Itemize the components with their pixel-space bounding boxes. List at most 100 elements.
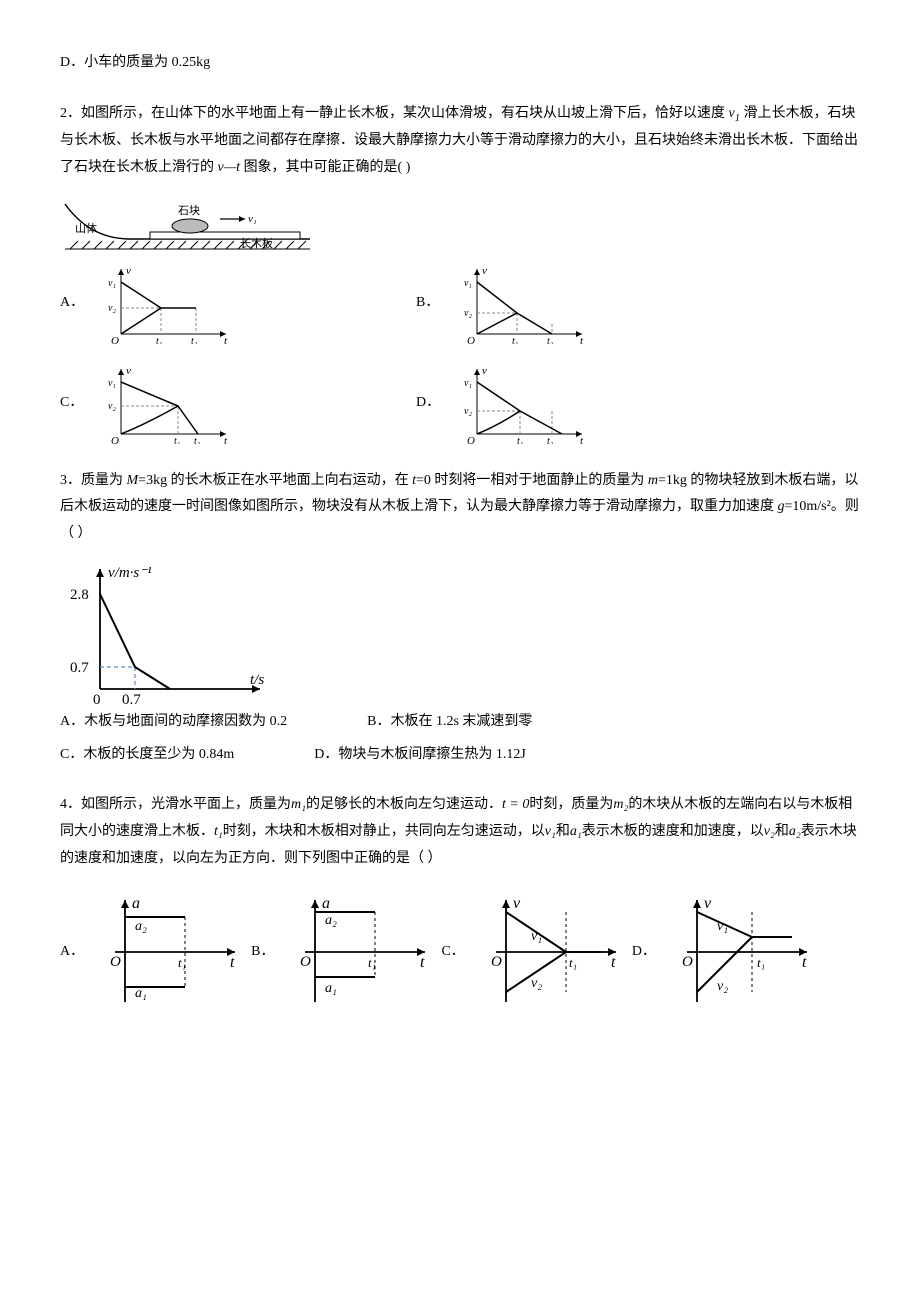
- q3-optB: B．木板在 1.2s 末减速到零: [367, 709, 532, 736]
- svg-text:v: v: [513, 895, 521, 912]
- q3-optC: C．木板的长度至少为 0.84m: [60, 742, 234, 769]
- svg-text:v₁: v₁: [108, 378, 116, 389]
- q2-graphB: v t O v₁ v₂ t₁ t₂: [462, 264, 592, 344]
- q4-graphC: v t O v₁ v₂ t₁: [471, 892, 626, 1012]
- q4-num: 4．: [60, 797, 81, 812]
- q4-graphB: a t O a₂ a₁ t₁: [280, 892, 435, 1012]
- q4-options-row: A． a t O a₂ a₁ t₁ B． a t O a₂ a₁ t₁: [60, 892, 860, 1012]
- q2-scene-board: 长木板: [240, 236, 273, 250]
- q3-y2: 0.7: [70, 660, 89, 676]
- q3-graph: v/m·s⁻¹ t/s 2.8 0.7 0 0.7: [60, 559, 280, 709]
- svg-text:a: a: [132, 895, 140, 912]
- q4-v2: v₂: [764, 824, 775, 839]
- q4-optB: B．: [251, 939, 274, 966]
- svg-text:O: O: [111, 335, 119, 344]
- q1-optD: D．小车的质量为 0.25kg: [60, 55, 210, 70]
- q4-text: 4．如图所示，光滑水平面上，质量为m₁的足够长的木板向左匀速运动．t = 0时刻…: [60, 792, 860, 872]
- q2-graphD: v t O v₁ v₂ t₁ t₂: [462, 364, 592, 444]
- svg-text:a₂: a₂: [135, 919, 147, 934]
- q4-graphD: v t O v₁ v₂ t₁: [662, 892, 817, 1012]
- q3-M: M: [127, 473, 139, 488]
- svg-text:t: t: [224, 435, 228, 444]
- q3-m: m: [648, 473, 658, 488]
- q3-x0: 0: [93, 692, 101, 708]
- q3-optA: A．木板与地面间的动摩擦因数为 0.2: [60, 709, 287, 736]
- q2-optC: C．: [60, 390, 86, 417]
- svg-text:v₂: v₂: [717, 979, 728, 994]
- q4-t0: t = 0: [502, 797, 529, 812]
- svg-text:v₁: v₁: [464, 278, 472, 289]
- q3-optD: D．物块与木板间摩擦生热为 1.12J: [314, 742, 526, 769]
- svg-text:t: t: [580, 335, 584, 344]
- q4-a1: a₁: [570, 824, 582, 839]
- q4-optA: A．: [60, 939, 84, 966]
- q3-t2: =3kg 的长木板正在水平地面上向右运动，在: [138, 473, 412, 488]
- svg-text:t₁: t₁: [569, 955, 577, 970]
- svg-text:v: v: [126, 265, 131, 277]
- q4-t2b: 时刻，木块和木板相对静止，共同向左匀速运动，以: [223, 824, 545, 839]
- q2-scene-v1: v₁: [248, 213, 257, 225]
- svg-text:O: O: [467, 335, 475, 344]
- q4: 4．如图所示，光滑水平面上，质量为m₁的足够长的木板向左匀速运动．t = 0时刻…: [60, 792, 860, 1012]
- svg-text:t₂: t₂: [191, 336, 198, 344]
- svg-text:v₁: v₁: [464, 378, 472, 389]
- svg-text:O: O: [491, 954, 502, 970]
- svg-text:v₂: v₂: [464, 406, 472, 417]
- q2-scene: 山体 石块 v₁ 长木板: [60, 194, 860, 254]
- svg-text:t: t: [230, 954, 235, 971]
- q2-t1: 如图所示，在山体下的水平地面上有一静止长木板，某次山体滑坡，有石块从山坡上滑下后…: [81, 106, 729, 121]
- svg-text:O: O: [111, 435, 119, 444]
- q4-optD: D．: [632, 939, 656, 966]
- q3-y1: 2.8: [70, 587, 89, 603]
- q4-v1: v₁: [545, 824, 556, 839]
- svg-text:t₁: t₁: [174, 436, 180, 444]
- svg-text:v: v: [126, 365, 131, 377]
- q4-t3: 表示木板的速度和加速度，以: [582, 824, 764, 839]
- svg-text:t: t: [802, 954, 807, 971]
- q3-t1: 质量为: [81, 473, 127, 488]
- svg-text:t₁: t₁: [757, 955, 765, 970]
- q4-a2: a₂: [789, 824, 801, 839]
- svg-text:v₂: v₂: [531, 976, 542, 991]
- svg-text:a₁: a₁: [135, 986, 147, 1001]
- q2-row-ab: A． v t O v₁ v₂ t₁ t₂ B． v t O v₁: [60, 264, 860, 344]
- svg-text:t: t: [224, 335, 228, 344]
- svg-text:a₁: a₁: [325, 981, 337, 996]
- q3-num: 3．: [60, 473, 81, 488]
- svg-text:t: t: [580, 435, 584, 444]
- q4-t1sym: t₁: [214, 824, 223, 839]
- svg-text:v₂: v₂: [464, 308, 472, 319]
- svg-text:t₁: t₁: [156, 336, 162, 344]
- svg-text:O: O: [682, 954, 693, 970]
- svg-text:t₂: t₂: [547, 336, 554, 344]
- q2: 2．如图所示，在山体下的水平地面上有一静止长木板，某次山体滑坡，有石块从山坡上滑…: [60, 101, 860, 444]
- q4-t1b: 时刻，质量为: [529, 797, 613, 812]
- svg-text:a: a: [322, 895, 330, 912]
- svg-text:v₁: v₁: [108, 278, 116, 289]
- svg-text:v: v: [482, 365, 487, 377]
- q3-ylabel: v/m·s⁻¹: [108, 565, 152, 581]
- svg-text:v₂: v₂: [108, 303, 116, 314]
- q2-scene-mountain: 山体: [75, 221, 97, 235]
- svg-text:t₂: t₂: [547, 436, 554, 444]
- q3-x1: 0.7: [122, 692, 141, 708]
- svg-text:v: v: [482, 265, 487, 277]
- q3-g: g: [778, 499, 785, 514]
- q3-row-cd: C．木板的长度至少为 0.84m D．物块与木板间摩擦生热为 1.12J: [60, 742, 860, 769]
- q2-scene-svg: 山体 石块 v₁ 长木板: [60, 194, 320, 254]
- q2-num: 2．: [60, 106, 81, 121]
- svg-text:a₂: a₂: [325, 913, 337, 928]
- q2-vt: v—t: [218, 160, 241, 175]
- q4-and1: 和: [556, 824, 570, 839]
- svg-text:v: v: [704, 895, 712, 912]
- q3-row-ab: A．木板与地面间的动摩擦因数为 0.2 B．木板在 1.2s 末减速到零: [60, 709, 860, 736]
- q4-m2: m₂: [613, 797, 628, 812]
- svg-text:t₁: t₁: [512, 336, 518, 344]
- svg-text:t₁: t₁: [517, 436, 523, 444]
- svg-text:v₂: v₂: [108, 401, 116, 412]
- q3-t3: =0 时刻将一相对于地面静止的质量为: [416, 473, 648, 488]
- q2-scene-stone: 石块: [178, 204, 200, 217]
- q3: 3．质量为 M=3kg 的长木板正在水平地面上向右运动，在 t=0 时刻将一相对…: [60, 468, 860, 769]
- q2-row-cd: C． v t O v₁ v₂ t₁ t₂ D． v t O v₁ v₂ t₁: [60, 364, 860, 444]
- q2-optA: A．: [60, 290, 86, 317]
